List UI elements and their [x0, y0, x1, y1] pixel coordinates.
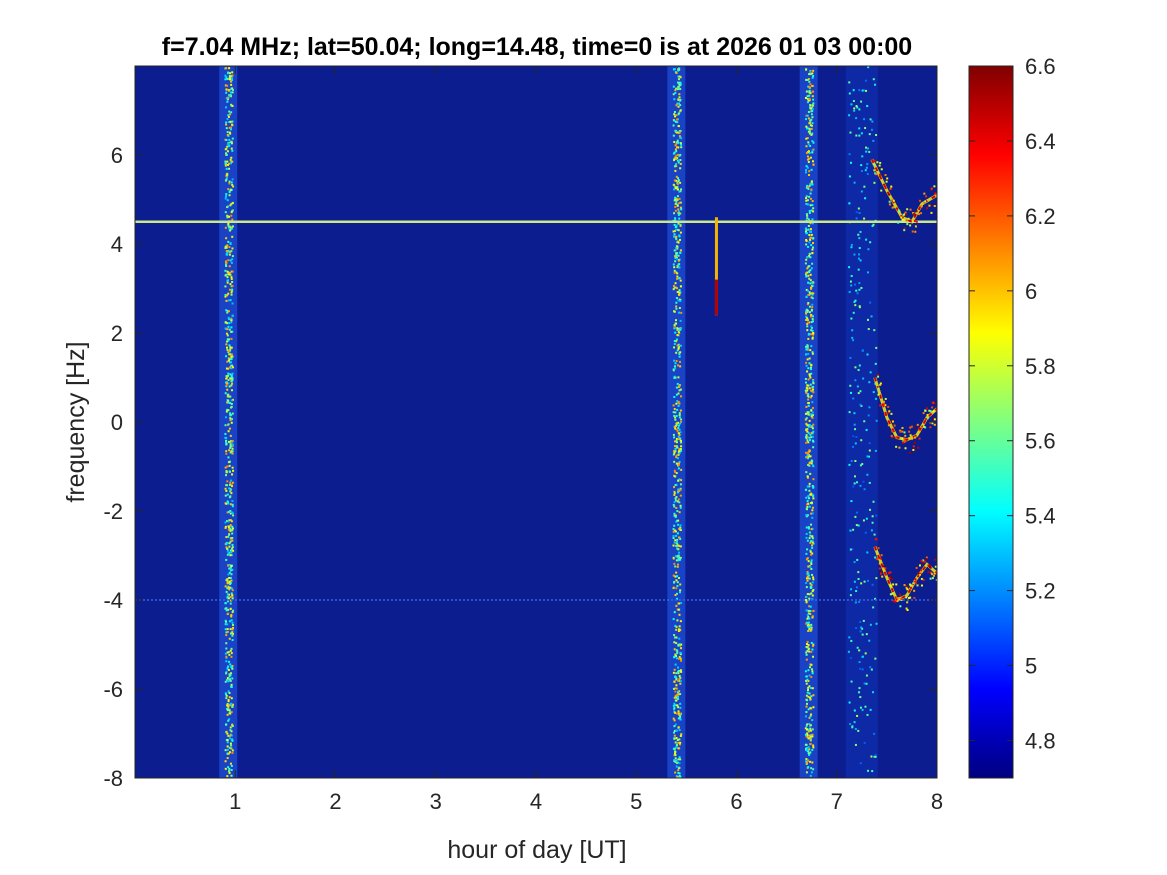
- colorbar-tick-label: 5.2: [1025, 579, 1056, 604]
- colorbar-ticks: 4.8 5 5.2 5.4 5.6 5.8 6 6.2 6.4 6.6: [969, 54, 1056, 754]
- doppler-trace-upper: [870, 158, 937, 233]
- x-tick-label: 7: [831, 789, 843, 814]
- chart-title: f=7.04 MHz; lat=50.04; long=14.48, time=…: [162, 33, 912, 61]
- y-tick-label: 6: [111, 143, 123, 168]
- colorbar-tick-label: 6.2: [1025, 204, 1056, 229]
- colorbar-tick-label: 5.8: [1025, 354, 1056, 379]
- x-tick-label: 3: [430, 789, 442, 814]
- x-tick-label: 6: [730, 789, 742, 814]
- y-tick-label: -2: [103, 499, 123, 524]
- colorbar-tick-label: 6.6: [1025, 54, 1056, 79]
- colorbar-tick-label: 6: [1025, 279, 1037, 304]
- y-axis: -8 -6 -4 -2 0 2 4 6: [103, 143, 937, 791]
- x-tick-label: 2: [329, 789, 341, 814]
- x-tick-label: 1: [229, 789, 241, 814]
- y-tick-label: 2: [111, 321, 123, 346]
- broadband-band: [845, 66, 878, 778]
- x-axis: 1 2 3 4 5 6 7 8: [229, 66, 943, 814]
- x-tick-label: 4: [530, 789, 542, 814]
- x-axis-label: hour of day [UT]: [447, 836, 626, 864]
- colorbar-tick-label: 5.4: [1025, 504, 1056, 529]
- x-tick-label: 8: [931, 789, 943, 814]
- y-tick-label: -4: [103, 588, 123, 613]
- colorbar-tick-label: 5.6: [1025, 429, 1056, 454]
- y-tick-label: 0: [111, 410, 123, 435]
- colorbar-tick-label: 6.4: [1025, 129, 1056, 154]
- colorbar: [968, 65, 1014, 779]
- y-axis-label: frequency [Hz]: [62, 341, 90, 502]
- colorbar-tick-label: 5: [1025, 654, 1037, 679]
- broadband-band: [219, 66, 238, 778]
- y-tick-label: -6: [103, 677, 123, 702]
- broadband-band: [799, 66, 818, 778]
- doppler-trace-middle: [873, 373, 937, 454]
- colorbar-tick-label: 4.8: [1025, 729, 1056, 754]
- y-tick-label: -8: [103, 766, 123, 791]
- broadband-band: [667, 66, 686, 778]
- doppler-trace-lower: [873, 538, 937, 612]
- y-tick-label: 4: [111, 232, 123, 257]
- plot-layer: [135, 66, 937, 778]
- x-tick-label: 5: [630, 789, 642, 814]
